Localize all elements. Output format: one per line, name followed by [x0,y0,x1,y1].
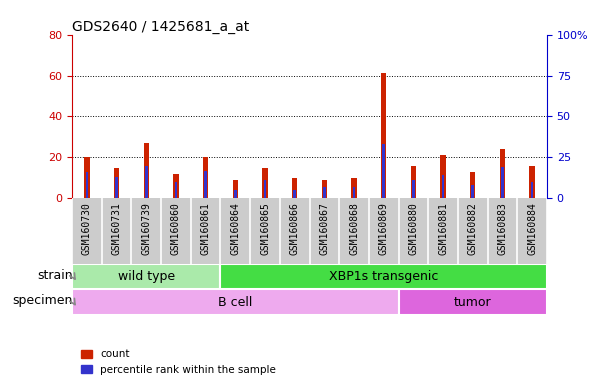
Text: tumor: tumor [454,296,492,309]
Text: wild type: wild type [118,270,175,283]
Text: GSM160730: GSM160730 [82,202,92,255]
Bar [471,185,474,199]
Text: strain: strain [37,269,73,282]
Bar [470,172,475,199]
Text: GSM160883: GSM160883 [498,202,507,255]
Bar [531,182,534,199]
Text: GSM160882: GSM160882 [468,202,478,255]
Bar [322,180,327,199]
Bar [352,178,357,199]
Text: GSM160739: GSM160739 [141,202,151,255]
Text: GSM160881: GSM160881 [438,202,448,255]
Text: GSM160731: GSM160731 [112,202,121,255]
Text: GSM160860: GSM160860 [171,202,181,255]
Bar [234,190,237,199]
Bar [115,177,118,199]
Bar [293,190,296,199]
Text: GSM160884: GSM160884 [527,202,537,255]
Text: GSM160865: GSM160865 [260,202,270,255]
Bar [175,182,177,199]
Bar [221,264,547,290]
Bar [203,157,209,199]
Bar [72,264,221,290]
Text: GSM160861: GSM160861 [201,202,211,255]
Bar [72,290,398,315]
Bar [173,174,178,199]
Bar [292,178,297,199]
Bar [233,180,238,199]
Text: GSM160866: GSM160866 [290,202,300,255]
Text: GDS2640 / 1425681_a_at: GDS2640 / 1425681_a_at [72,20,249,33]
Text: GSM160880: GSM160880 [408,202,418,255]
Bar [114,168,120,199]
Bar [204,170,207,199]
Text: GSM160867: GSM160867 [319,202,329,255]
Bar [144,143,149,199]
Bar [382,144,385,199]
Text: B cell: B cell [218,296,252,309]
Text: GSM160864: GSM160864 [230,202,240,255]
Bar [398,290,547,315]
Bar [412,180,415,199]
Bar [145,166,148,199]
Bar [529,166,535,199]
Text: specimen: specimen [13,295,73,307]
Bar [441,156,446,199]
Bar [323,187,326,199]
Legend: count, percentile rank within the sample: count, percentile rank within the sample [78,345,280,379]
Bar [84,157,90,199]
Bar [353,187,355,199]
Bar [264,180,266,199]
Text: GSM160868: GSM160868 [349,202,359,255]
Bar [442,175,444,199]
Text: XBP1s transgenic: XBP1s transgenic [329,270,438,283]
Bar [499,149,505,199]
Bar [262,168,267,199]
Bar [381,73,386,199]
Bar [85,172,88,199]
Text: GSM160869: GSM160869 [379,202,389,255]
Bar [501,167,504,199]
Bar [410,166,416,199]
